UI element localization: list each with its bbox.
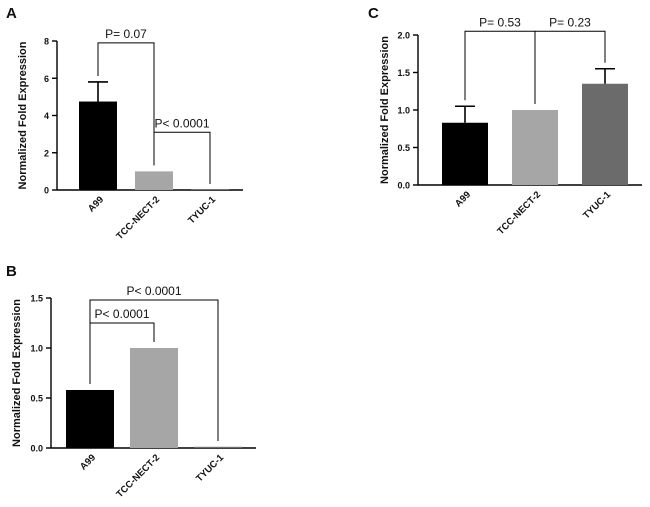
y-tick-label: 0.5: [397, 143, 410, 153]
significance-bracket: [464, 30, 536, 104]
significance-bracket: [534, 30, 606, 104]
y-tick-label: 4: [44, 111, 49, 121]
significance-bracket: [89, 299, 219, 441]
panel-label: A: [6, 5, 17, 22]
panel-b: B 0.0 0.5 1.0 1.5 Normalized Fold Expression A…: [6, 263, 256, 500]
y-tick-label: 1.0: [30, 344, 43, 354]
bar-tcc-nect-2: [512, 110, 558, 185]
bar-a99: [66, 390, 114, 448]
category-label: TCC-NECT-2: [495, 189, 543, 237]
y-tick-label: 0.0: [397, 181, 410, 191]
category-label: A99: [86, 194, 106, 214]
category-label: TYUC-1: [186, 194, 219, 227]
y-tick-label: 1.5: [30, 294, 43, 304]
p-value-label: P< 0.0001: [126, 284, 181, 298]
significance-bracket: [153, 131, 211, 184]
y-axis-label: Normalized Fold Expression: [17, 41, 29, 189]
y-axis-label: Normalized Fold Expression: [379, 36, 391, 184]
y-tick-label: 8: [44, 37, 49, 47]
y-tick-label: 2: [44, 148, 49, 158]
y-tick-label: 0.5: [30, 394, 43, 404]
p-value-label: P= 0.23: [549, 15, 591, 29]
y-tick-label: 6: [44, 74, 49, 84]
bar-tyuc-1: [191, 189, 229, 190]
bar-tcc-nect-2: [130, 348, 178, 448]
y-tick-label: 2.0: [397, 31, 410, 41]
p-value-label: P= 0.07: [105, 27, 147, 41]
panel-c: C 0.0 0.5 1.0 1.5 2.0 Normalized Fold Expressi…: [368, 5, 642, 237]
y-tick-label: 1.0: [397, 106, 410, 116]
category-label: TYUC-1: [581, 189, 614, 222]
bar-tyuc-1: [194, 446, 242, 448]
bar-tyuc-1: [582, 83, 628, 185]
p-value-label: P< 0.0001: [94, 307, 149, 321]
y-tick-label: 1.5: [397, 68, 410, 78]
y-tick-label: 0: [44, 186, 49, 196]
category-label: A99: [78, 452, 98, 472]
panel-label: B: [6, 263, 17, 280]
panel-a: A 0 2 4 6 8 Normalized Fold Expression A99 TCC-N…: [6, 5, 243, 242]
y-axis-label: Normalized Fold Expression: [11, 299, 23, 447]
p-value-label: P= 0.53: [479, 15, 521, 29]
p-value-label: P< 0.0001: [154, 116, 209, 130]
bar-a99: [79, 101, 117, 190]
category-label: TYUC-1: [194, 452, 227, 485]
category-label: A99: [453, 189, 473, 209]
bar-tcc-nect-2: [135, 171, 173, 190]
category-label: TCC-NECT-2: [114, 194, 162, 242]
panel-label: C: [368, 5, 379, 22]
bar-a99: [442, 122, 488, 185]
y-tick-label: 0.0: [30, 444, 43, 454]
significance-bracket: [97, 42, 155, 166]
category-label: TCC-NECT-2: [114, 452, 162, 500]
